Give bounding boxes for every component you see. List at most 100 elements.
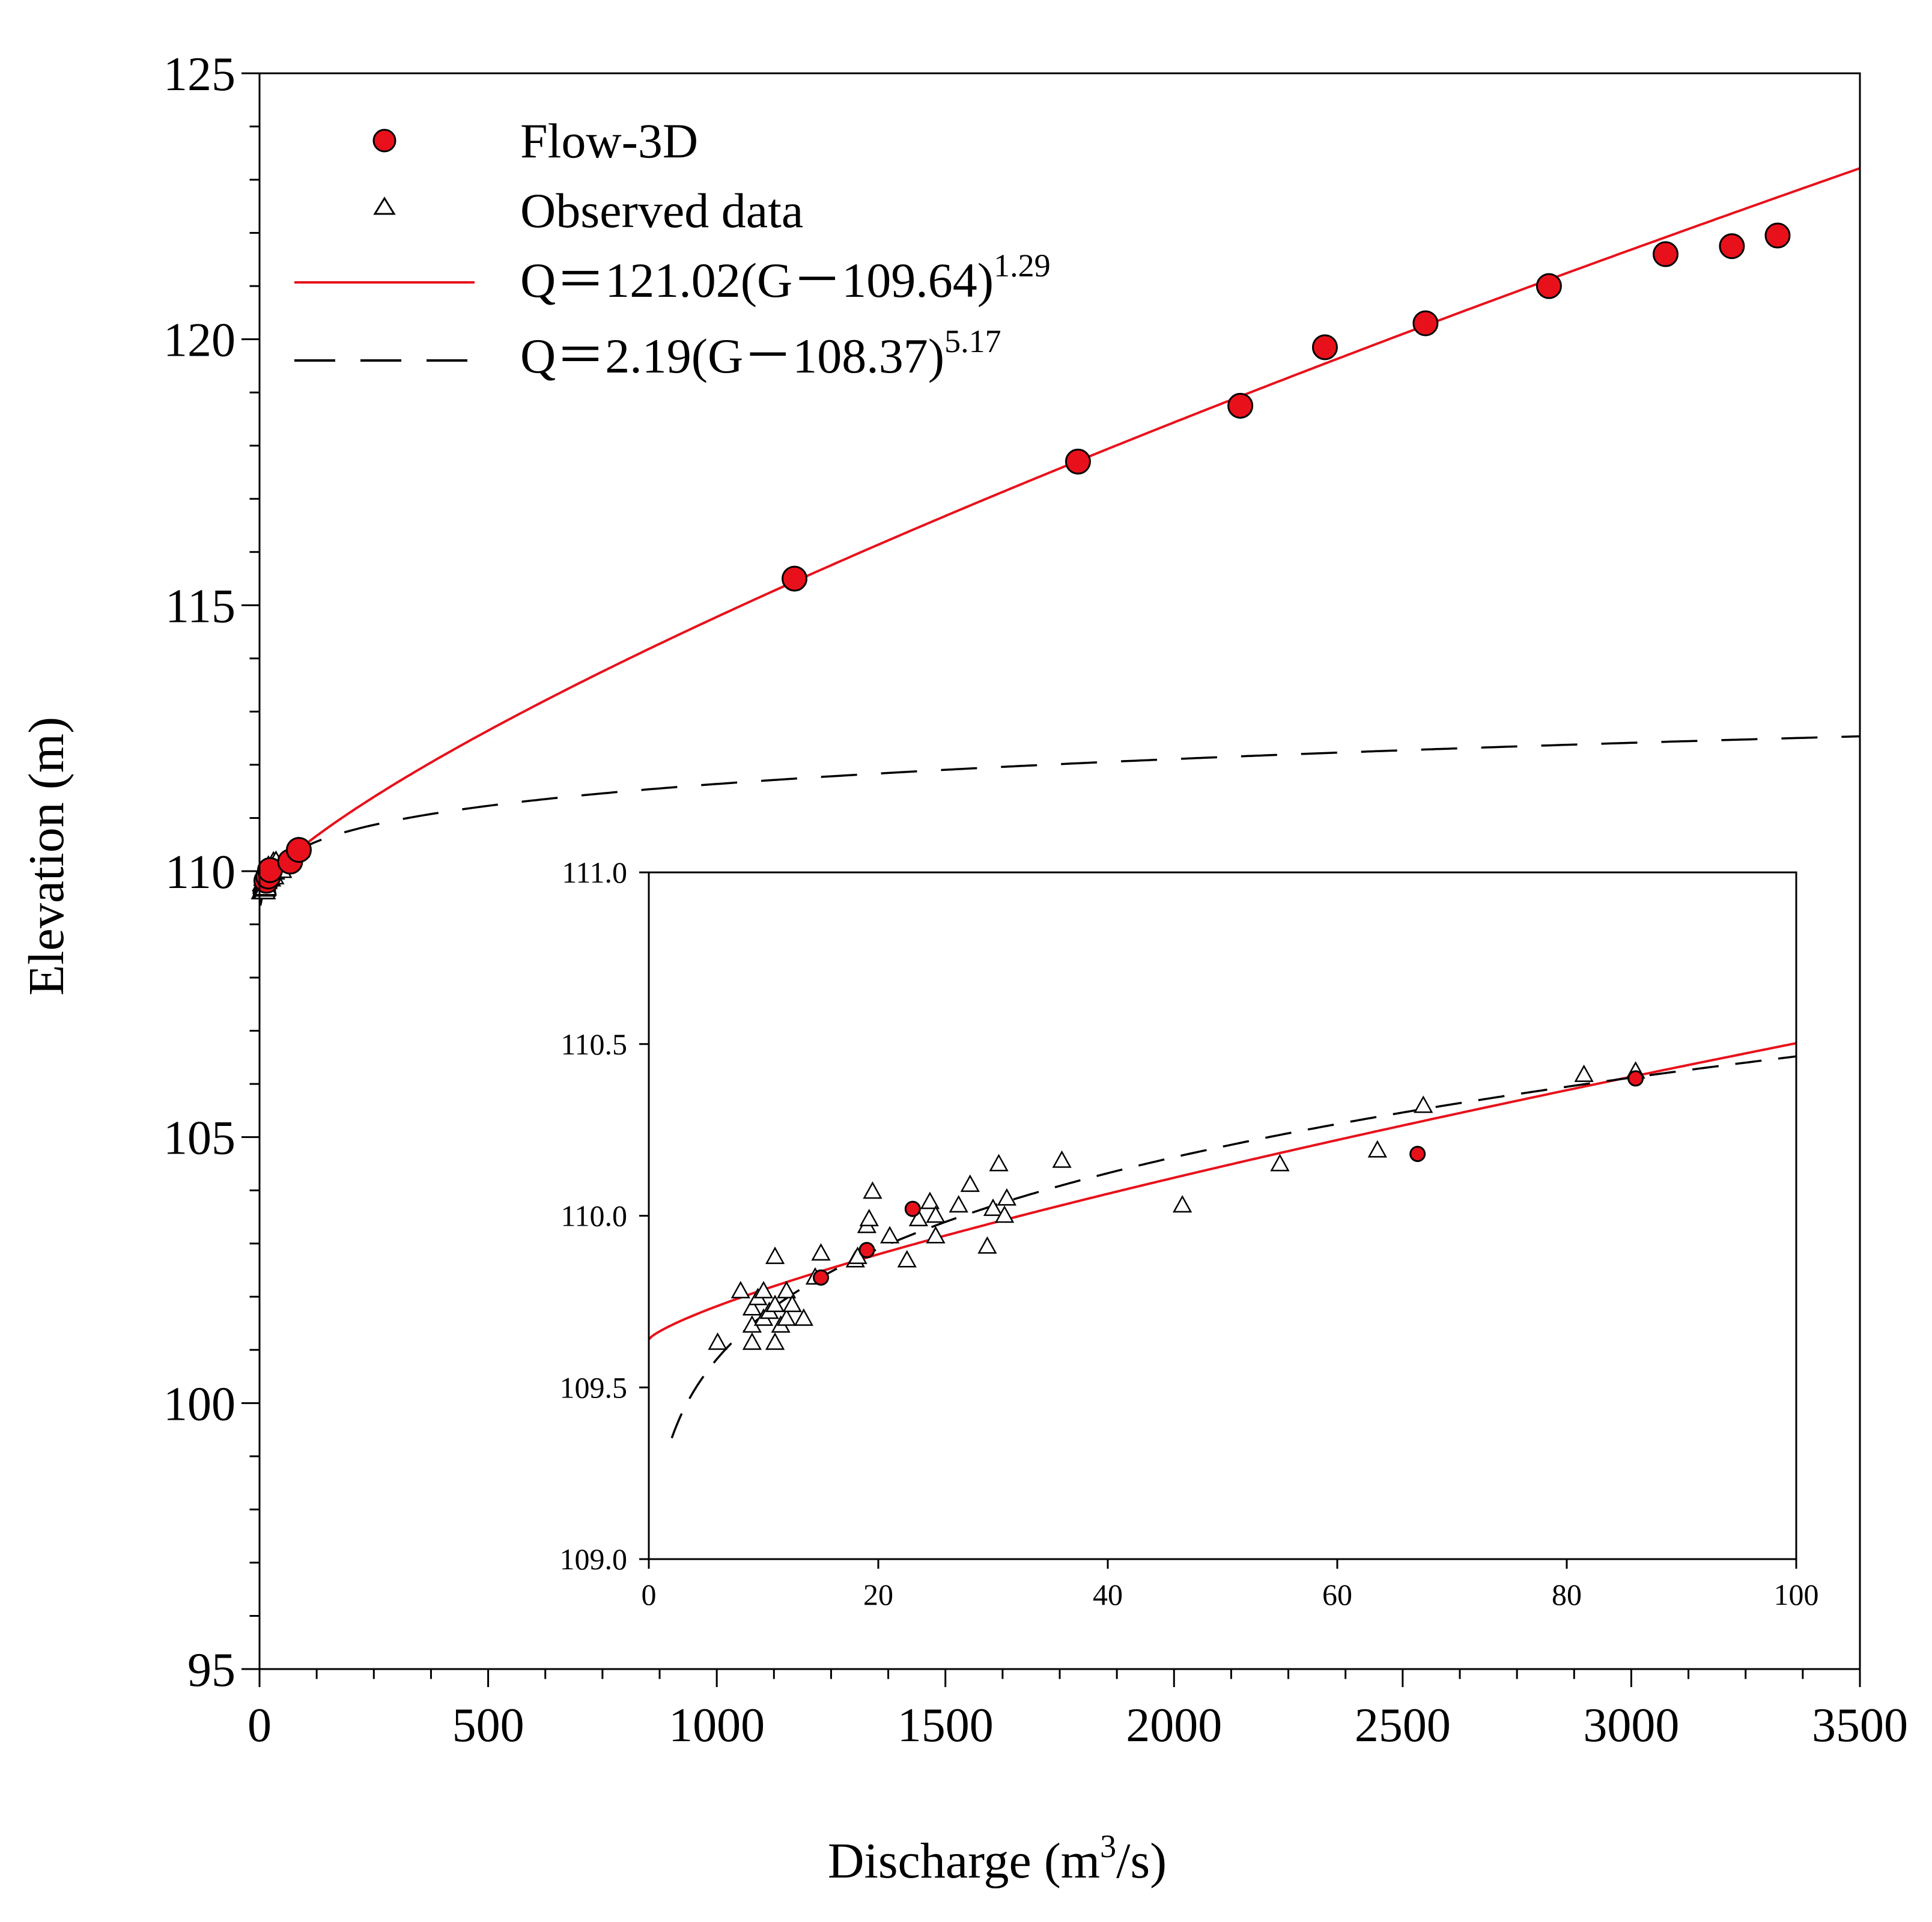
inset-observed-point: [1052, 1150, 1072, 1168]
inset-observed-point: [811, 1243, 831, 1261]
inset-observed-point: [879, 1226, 900, 1244]
legend-label-observed: Observed data: [520, 183, 803, 238]
inset-observed-point: [782, 1294, 802, 1312]
legend-marker-open-triangle: [373, 196, 396, 215]
inset-observed-point: [926, 1205, 946, 1223]
inset-observed-point: [1173, 1195, 1192, 1213]
inset-data-points: [708, 1061, 1645, 1350]
main-y-tick-label: 125: [163, 48, 235, 101]
inset-x-tick-label: 100: [1774, 1578, 1819, 1611]
legend-label-flow3d: Flow-3D: [520, 114, 698, 168]
inset-observed-point: [765, 1332, 785, 1350]
legend-entry-fit-observed: Q＝2.19(G－108.37)5.17: [294, 323, 1001, 383]
x-axis-title: Discharge (m3/s): [828, 1828, 1167, 1889]
main-x-tick-label: 1500: [898, 1699, 994, 1752]
inset-observed-point: [794, 1308, 813, 1326]
inset-observed-point: [777, 1308, 797, 1326]
main-fit-curve-observed: [259, 735, 1861, 906]
legend-label-fit-observed: Q＝2.19(G－108.37)5.17: [520, 323, 1001, 383]
inset-plot: 0 20 40 60 80 100 109.0 109.5 110.0 110.5 111.0: [560, 856, 1819, 1611]
main-axes: 0 500 1000 1500 2000 2500 3000 3500951001051101…: [163, 48, 1908, 1752]
inset-fit-curve-flow3d: [648, 1042, 1797, 1340]
inset-observed-point: [977, 1236, 997, 1254]
main-flow3d-point: [1065, 448, 1091, 475]
inset-observed-point: [926, 1226, 946, 1244]
main-x-tick-label: 2500: [1355, 1699, 1451, 1752]
legend-marker-red-circle: [372, 129, 396, 153]
inset-x-tick-label: 40: [1093, 1578, 1123, 1611]
inset-observed-point: [960, 1174, 980, 1192]
inset-y-tick-label: 109.0: [560, 1542, 628, 1576]
inset-observed-point: [863, 1181, 882, 1199]
main-flow3d-point: [1227, 392, 1254, 419]
inset-observed-point: [908, 1208, 928, 1226]
legend-entry-fit-flow3d: Q＝121.02(G－109.64)1.29: [294, 248, 1051, 308]
main-y-tick-label: 100: [163, 1378, 235, 1431]
inset-x-tick-label: 20: [863, 1578, 893, 1611]
inset-observed-point: [742, 1298, 762, 1316]
main-x-tick-label: 1000: [669, 1699, 765, 1752]
main-fit-curves: [258, 167, 1861, 906]
inset-observed-point: [859, 1208, 879, 1226]
inset-x-tick-label: 80: [1552, 1578, 1582, 1611]
inset-observed-point: [1270, 1154, 1290, 1172]
main-y-tick-label: 95: [187, 1644, 235, 1697]
inset-y-tick-label: 110.0: [560, 1199, 627, 1233]
main-x-tick-label: 3500: [1812, 1699, 1908, 1752]
inset-observed-point: [1367, 1140, 1387, 1158]
inset-x-tick-label: 0: [642, 1578, 657, 1611]
legend-entry-observed: Observed data: [373, 183, 803, 238]
main-x-tick-label: 2000: [1126, 1699, 1222, 1752]
inset-observed-point: [708, 1332, 728, 1350]
legend-label-fit-flow3d: Q＝121.02(G－109.64)1.29: [520, 248, 1051, 308]
inset-observed-point: [920, 1191, 940, 1209]
main-flow3d-point: [1764, 222, 1791, 249]
inset-y-tick-label: 109.5: [560, 1370, 628, 1404]
main-flow3d-point: [1719, 233, 1745, 260]
inset-observed-point: [994, 1205, 1015, 1223]
main-y-tick-label: 115: [165, 580, 235, 633]
main-plot: 0 500 1000 1500 2000 2500 3000 3500951001051101…: [163, 48, 1908, 1752]
y-axis-title: Elevation (m): [19, 717, 74, 996]
inset-flow3d-point: [1409, 1146, 1426, 1163]
main-data-points: [251, 222, 1791, 899]
main-y-tick-label: 120: [163, 314, 235, 367]
main-x-tick-label: 0: [248, 1699, 272, 1752]
inset-x-tick-label: 60: [1322, 1578, 1352, 1611]
main-flow3d-point: [285, 837, 312, 863]
inset-observed-point: [731, 1280, 750, 1298]
inset-background: [649, 872, 1796, 1559]
inset-observed-point: [949, 1195, 968, 1213]
legend-entry-flow3d: Flow-3D: [372, 114, 698, 168]
inset-observed-point: [742, 1332, 762, 1350]
main-x-tick-label: 500: [452, 1699, 524, 1752]
main-y-tick-label: 110: [165, 846, 235, 899]
inset-flow3d-point: [813, 1269, 829, 1286]
inset-flow3d-point: [904, 1200, 921, 1217]
inset-observed-point: [1574, 1064, 1594, 1082]
inset-observed-point: [997, 1188, 1017, 1206]
main-flow3d-point: [1311, 334, 1338, 360]
inset-observed-point: [983, 1198, 1003, 1216]
main-flow3d-point: [1536, 273, 1562, 299]
main-x-tick-label: 3000: [1583, 1699, 1679, 1752]
main-flow3d-point: [1653, 241, 1679, 267]
main-flow3d-point: [782, 565, 808, 592]
inset-observed-point: [1414, 1095, 1433, 1113]
inset-flow3d-point: [1627, 1070, 1644, 1087]
main-fit-curve-flow3d: [258, 167, 1861, 891]
inset-flow3d-point: [858, 1242, 875, 1259]
inset-observed-point: [765, 1294, 785, 1312]
inset-observed-point: [753, 1280, 774, 1298]
inset-observed-point: [897, 1250, 917, 1268]
legend: Flow-3D Observed data Q＝121.02(G－109.64)…: [294, 114, 1051, 383]
main-flow3d-point: [1412, 310, 1439, 336]
inset-observed-point: [777, 1280, 797, 1298]
inset-axes: 0 20 40 60 80 100 109.0 109.5 110.0 110.5 111.0: [560, 856, 1819, 1611]
main-y-tick-label: 105: [163, 1112, 235, 1165]
inset-y-tick-label: 110.5: [560, 1027, 627, 1061]
inset-y-tick-label: 111.0: [562, 856, 627, 889]
inset-observed-point: [765, 1246, 785, 1264]
inset-observed-point: [989, 1154, 1009, 1172]
